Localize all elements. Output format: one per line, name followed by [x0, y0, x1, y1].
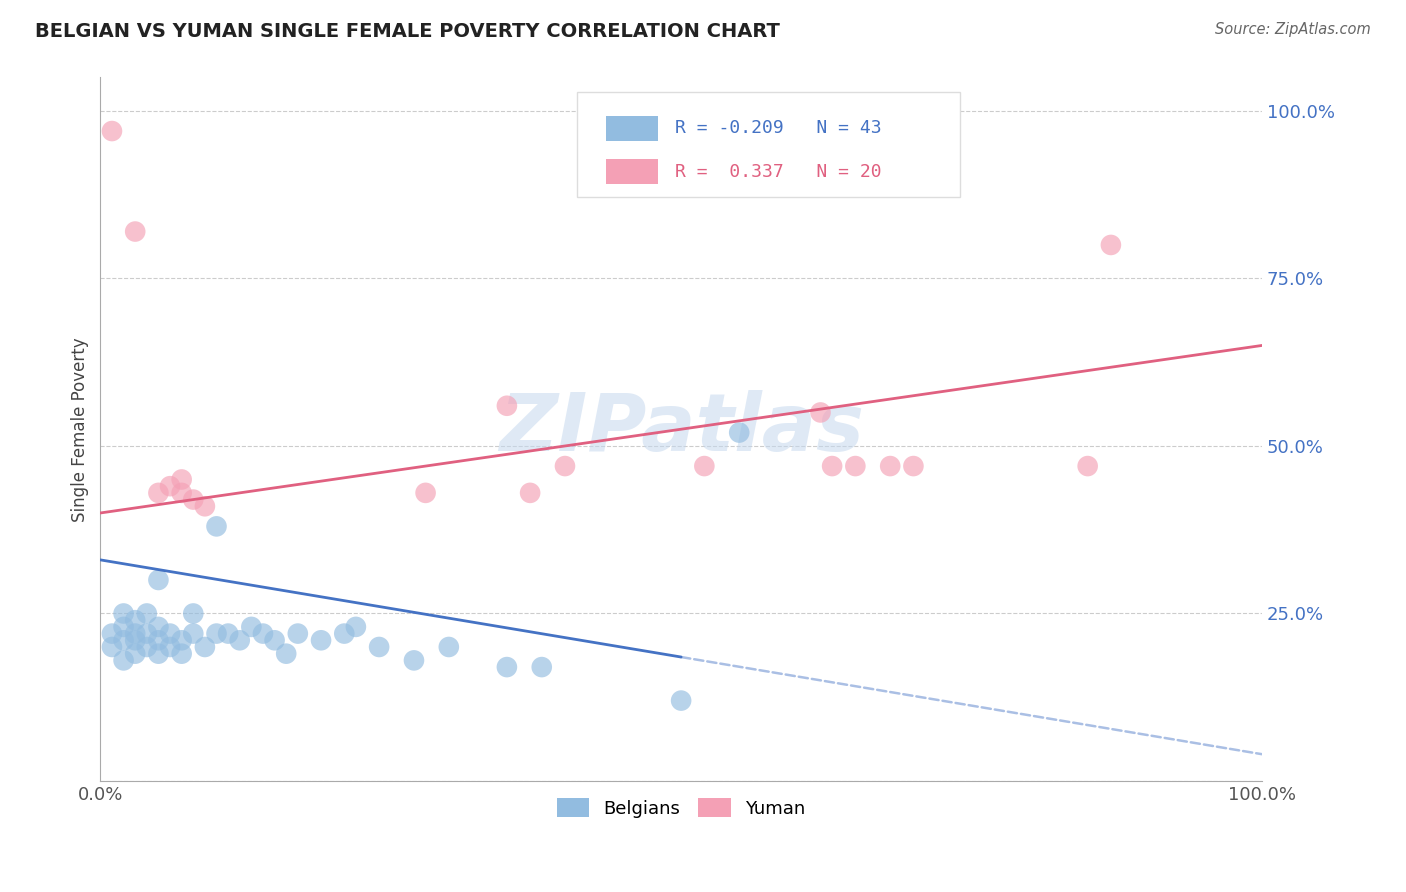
Point [728, 425, 751, 440]
Point [252, 626, 274, 640]
FancyBboxPatch shape [606, 159, 658, 185]
Point [205, 519, 228, 533]
Point [148, 486, 170, 500]
Point [810, 405, 832, 419]
Point [101, 124, 124, 138]
Point [148, 573, 170, 587]
Point [205, 626, 228, 640]
Point [693, 459, 716, 474]
Point [217, 626, 239, 640]
Point [112, 633, 135, 648]
Point [170, 633, 193, 648]
Point [124, 633, 146, 648]
Point [124, 647, 146, 661]
Y-axis label: Single Female Poverty: Single Female Poverty [72, 337, 89, 522]
Point [124, 626, 146, 640]
Point [112, 620, 135, 634]
Point [309, 633, 332, 648]
Point [170, 647, 193, 661]
Point [287, 626, 309, 640]
Point [415, 486, 437, 500]
Point [194, 500, 217, 514]
Point [101, 640, 124, 654]
Point [437, 640, 460, 654]
Point [148, 647, 170, 661]
Point [135, 626, 157, 640]
Point [554, 459, 576, 474]
FancyBboxPatch shape [576, 92, 960, 197]
Point [124, 225, 146, 239]
Text: R =  0.337   N = 20: R = 0.337 N = 20 [675, 162, 882, 181]
Point [1099, 238, 1122, 252]
Point [194, 640, 217, 654]
Text: BELGIAN VS YUMAN SINGLE FEMALE POVERTY CORRELATION CHART: BELGIAN VS YUMAN SINGLE FEMALE POVERTY C… [35, 22, 780, 41]
Point [669, 693, 692, 707]
Point [240, 620, 263, 634]
Point [530, 660, 553, 674]
Point [229, 633, 252, 648]
FancyBboxPatch shape [606, 116, 658, 141]
Text: ZIPatlas: ZIPatlas [499, 390, 863, 468]
Point [170, 486, 193, 500]
Point [135, 640, 157, 654]
Point [159, 640, 181, 654]
Point [135, 607, 157, 621]
Point [368, 640, 391, 654]
Point [1077, 459, 1099, 474]
Point [159, 626, 181, 640]
Point [333, 626, 356, 640]
Point [496, 399, 519, 413]
Point [879, 459, 901, 474]
Point [112, 607, 135, 621]
Point [181, 626, 204, 640]
Point [844, 459, 866, 474]
Point [159, 479, 181, 493]
Point [276, 647, 298, 661]
Point [496, 660, 519, 674]
Point [821, 459, 844, 474]
Point [148, 633, 170, 648]
Text: R = -0.209   N = 43: R = -0.209 N = 43 [675, 120, 882, 137]
Point [903, 459, 925, 474]
Point [181, 492, 204, 507]
Point [344, 620, 367, 634]
Point [402, 653, 425, 667]
Point [112, 653, 135, 667]
Point [101, 626, 124, 640]
Point [148, 620, 170, 634]
Legend: Belgians, Yuman: Belgians, Yuman [550, 791, 813, 825]
Point [170, 473, 193, 487]
Point [263, 633, 285, 648]
Text: Source: ZipAtlas.com: Source: ZipAtlas.com [1215, 22, 1371, 37]
Point [124, 613, 146, 627]
Point [181, 607, 204, 621]
Point [519, 486, 541, 500]
